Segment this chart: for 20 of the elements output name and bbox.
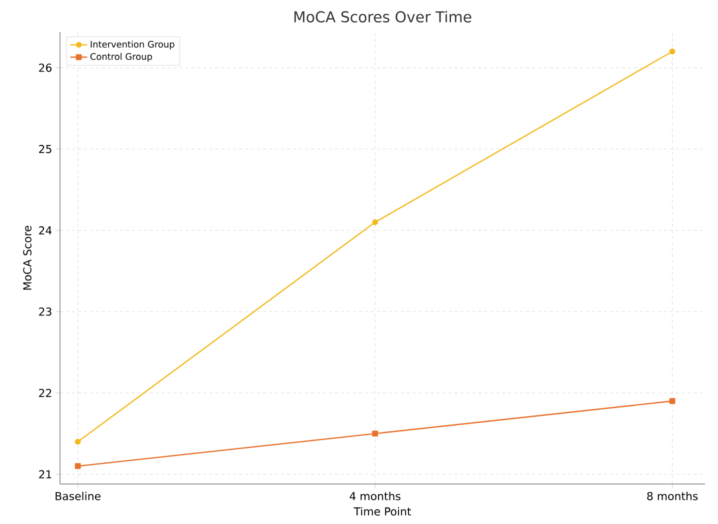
legend-label: Control Group: [90, 52, 152, 62]
y-tick-label: 21: [39, 470, 52, 478]
y-tick-label: 24: [39, 226, 52, 234]
point: [669, 398, 676, 404]
x-axis-title: Time Point: [354, 507, 412, 516]
point: [669, 48, 676, 54]
y-axis-title: MoCA Score: [23, 226, 32, 290]
legend-label: Intervention Group: [90, 40, 174, 50]
chart-title: MoCA Scores Over Time: [294, 10, 472, 22]
point: [372, 219, 378, 226]
point: [372, 430, 378, 437]
x-tick-label: Baseline: [56, 492, 100, 500]
y-tick-label: 26: [39, 64, 52, 72]
point: [74, 438, 81, 445]
y-tick-label: 22: [39, 388, 52, 398]
y-tick-label: 23: [39, 308, 52, 316]
x-tick-label: 8 months: [647, 492, 698, 500]
point: [74, 463, 81, 470]
y-tick-label: 25: [39, 144, 52, 154]
x-tick-label: 4 months: [350, 492, 400, 500]
